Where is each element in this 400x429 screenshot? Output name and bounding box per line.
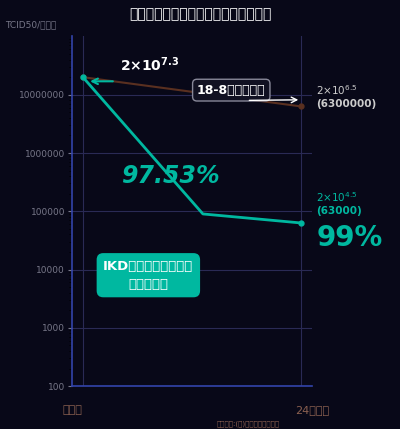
Text: 24時間後: 24時間後 <box>295 405 329 415</box>
Text: TCID50/枚数片: TCID50/枚数片 <box>5 21 56 30</box>
Text: 99%: 99% <box>316 224 383 252</box>
Text: 開始時: 開始時 <box>62 405 82 415</box>
Text: インフルエンザウイルスに対する効果: インフルエンザウイルスに対する効果 <box>129 7 271 21</box>
Text: $2{\times}10^{4.5}$
(63000): $2{\times}10^{4.5}$ (63000) <box>316 190 362 216</box>
Text: 試験能力:(株)食環境衛生研究所: 試験能力:(株)食環境衛生研究所 <box>216 420 280 427</box>
Text: $\mathbf{2{\times}10^{7.3}}$: $\mathbf{2{\times}10^{7.3}}$ <box>120 55 179 74</box>
Text: 18-8ステンレス: 18-8ステンレス <box>197 84 266 97</box>
Text: 97.53%: 97.53% <box>121 164 220 188</box>
Text: IKD抗菌・抗ウイルス
ステンレス: IKD抗菌・抗ウイルス ステンレス <box>103 260 194 291</box>
Text: $2{\times}10^{6.5}$
(6300000): $2{\times}10^{6.5}$ (6300000) <box>316 84 377 109</box>
